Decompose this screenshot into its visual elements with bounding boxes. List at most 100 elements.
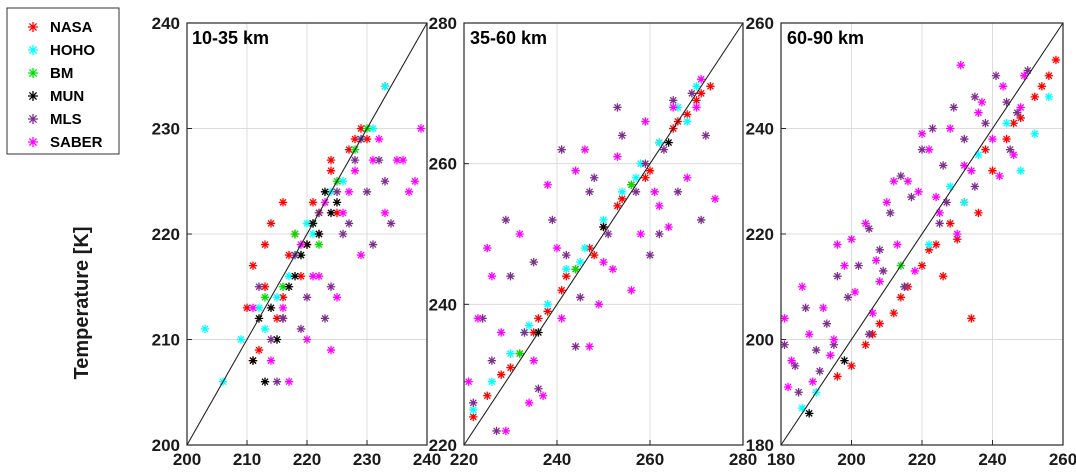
data-point-saber	[967, 166, 976, 175]
data-point-saber	[398, 155, 408, 165]
data-point-saber	[278, 303, 288, 313]
x-tick-label: 200	[173, 450, 201, 469]
data-point-mun	[599, 222, 608, 232]
data-point-mls	[917, 145, 927, 154]
data-point-nasa	[308, 198, 318, 207]
panel-title-60-90-km: 60-90 km	[787, 28, 864, 48]
data-point-hoho	[580, 243, 590, 253]
data-point-saber	[924, 145, 934, 154]
panel-35-60-km: 35-60 km 220 240 260 280 220 240 260 280	[429, 14, 758, 469]
data-point-mls	[520, 328, 529, 337]
data-point-mls	[534, 384, 543, 393]
y-tick-label: 260	[429, 155, 457, 174]
data-point-saber	[284, 377, 294, 386]
legend-label-nasa: NASA	[50, 19, 93, 36]
data-point-saber	[404, 187, 414, 196]
data-point-saber	[833, 240, 842, 249]
legend-label-hoho: HOHO	[50, 42, 95, 59]
data-point-nasa	[529, 328, 538, 337]
data-point-mls	[254, 282, 264, 291]
data-point-mls	[338, 229, 348, 239]
data-point-saber	[557, 314, 566, 323]
data-point-nasa	[284, 250, 294, 260]
y-tick-label: 180	[746, 436, 774, 455]
data-point-hoho	[272, 293, 282, 302]
data-point-hoho	[260, 324, 270, 334]
data-point-mls	[970, 182, 980, 191]
data-point-hoho	[946, 182, 955, 191]
data-point-mun	[284, 282, 294, 291]
data-point-hoho	[487, 377, 497, 386]
data-point-nasa	[242, 303, 252, 313]
data-point-saber	[416, 124, 426, 133]
data-point-nasa	[278, 293, 288, 302]
data-point-saber	[893, 240, 902, 249]
data-point-saber	[543, 180, 552, 189]
data-point-nasa	[1030, 92, 1039, 102]
x-tick-label: 230	[353, 450, 381, 469]
data-point-mun	[290, 272, 300, 281]
data-point-saber	[608, 264, 617, 274]
data-point-saber	[627, 286, 636, 295]
data-point-mls	[344, 219, 354, 228]
data-point-saber	[974, 108, 983, 117]
data-point-mls	[864, 330, 874, 339]
data-point-nasa	[981, 145, 990, 154]
data-point-saber	[483, 243, 492, 253]
data-point-saber	[840, 261, 849, 270]
data-point-nasa	[931, 240, 941, 249]
data-point-nasa	[278, 198, 288, 207]
data-point-nasa	[350, 134, 360, 144]
data-point-nasa	[924, 245, 934, 255]
panel-60-90-km: 60-90 km 180 200 220 240 260 180 200 220 240 260	[746, 14, 1076, 469]
x-tick-label: 220	[450, 450, 478, 469]
data-point-saber	[650, 187, 659, 196]
legend-label-saber: SABER	[50, 134, 103, 151]
data-point-nasa	[362, 134, 372, 144]
data-point-saber	[344, 187, 354, 196]
series-mls	[469, 89, 710, 436]
data-point-mls	[949, 103, 958, 112]
data-point-hoho	[1002, 119, 1011, 128]
data-point-hoho	[617, 187, 627, 196]
axis-ticks: 200 210 220 230 240 200 210 220 230 240	[152, 14, 442, 469]
data-point-mls	[492, 426, 501, 436]
y-tick-label: 260	[746, 14, 774, 33]
data-point-mls	[272, 377, 282, 386]
data-point-mls	[501, 215, 511, 225]
x-tick-label: 180	[767, 450, 795, 469]
data-point-mls	[1012, 108, 1022, 117]
data-point-saber	[889, 177, 898, 186]
data-point-saber	[819, 303, 828, 313]
y-tick-label: 200	[152, 436, 180, 455]
data-point-mun	[302, 240, 312, 249]
data-point-mls	[900, 282, 909, 291]
data-point-mls	[669, 96, 678, 105]
data-point-saber	[871, 256, 881, 265]
data-point-nasa	[590, 250, 599, 260]
data-point-mls	[326, 282, 336, 291]
data-point-nasa	[613, 201, 622, 211]
legend-marker-bm	[28, 68, 38, 78]
data-point-nasa	[1044, 71, 1054, 80]
data-point-mls	[960, 134, 969, 144]
data-point-mls	[585, 187, 594, 196]
data-point-hoho	[576, 257, 585, 267]
data-point-mls	[812, 345, 821, 355]
y-tick-label: 220	[152, 225, 180, 244]
data-point-hoho	[683, 117, 692, 126]
series-saber	[464, 75, 720, 436]
data-point-saber	[571, 166, 580, 175]
data-point-saber	[636, 229, 645, 239]
data-point-saber	[350, 166, 360, 175]
data-point-nasa	[266, 219, 276, 228]
data-point-saber	[696, 75, 706, 84]
data-point-saber	[1016, 103, 1025, 112]
data-point-hoho	[236, 335, 246, 344]
data-point-mls	[875, 245, 884, 255]
data-point-saber	[356, 250, 366, 260]
data-point-nasa	[557, 286, 566, 295]
data-point-saber	[552, 243, 562, 253]
data-point-mls	[362, 187, 372, 196]
